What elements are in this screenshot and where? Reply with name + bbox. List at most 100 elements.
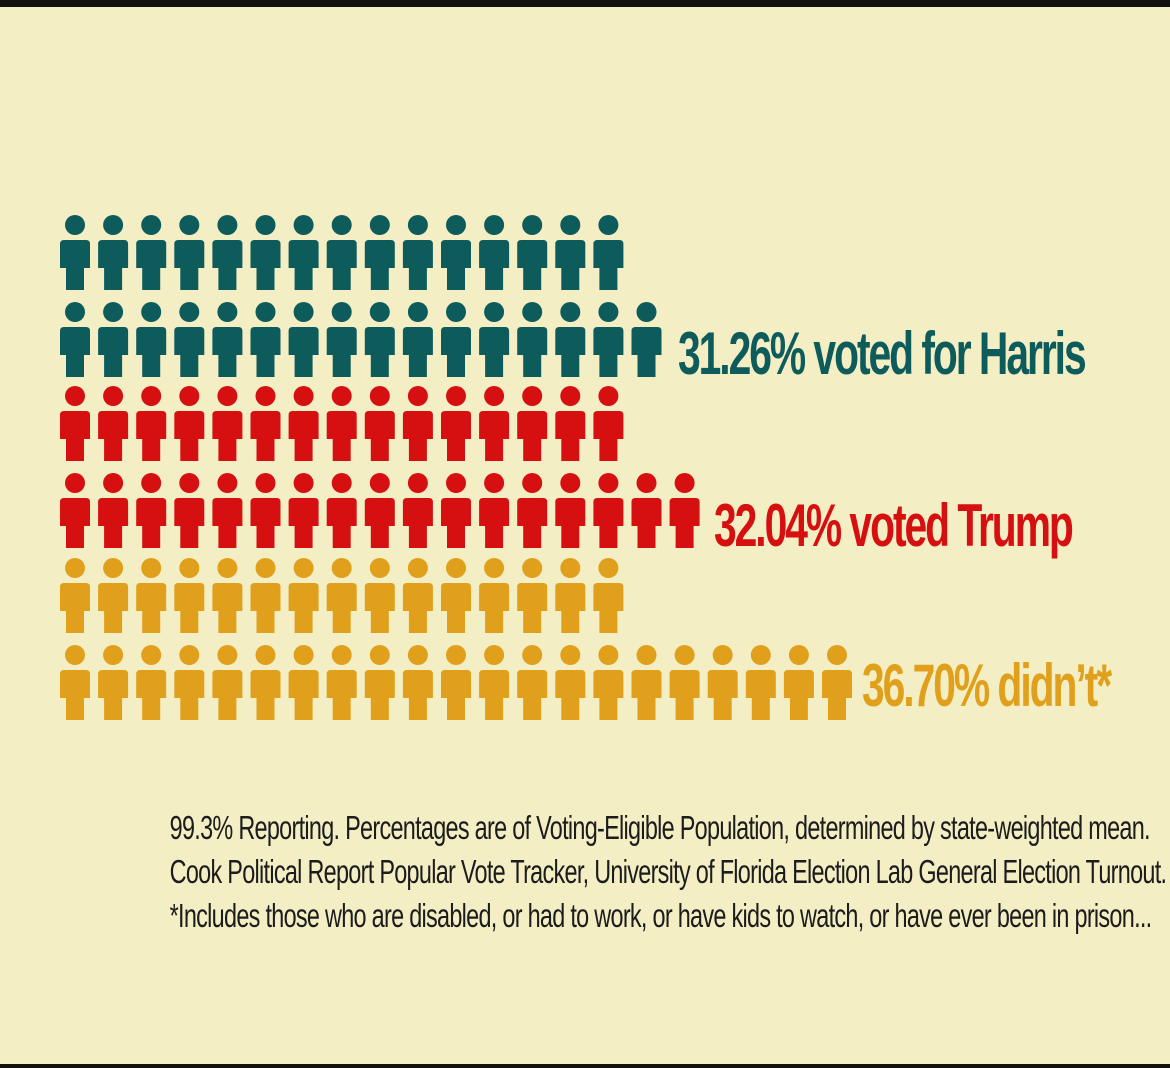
- person-icon: [555, 215, 586, 290]
- person-icon: [707, 645, 738, 720]
- person-icon: [136, 473, 167, 548]
- person-icon: [593, 386, 624, 461]
- person-icon: [479, 645, 510, 720]
- person-icon: [98, 558, 129, 633]
- person-icon: [174, 473, 205, 548]
- person-icon: [593, 645, 624, 720]
- person-icon: [326, 302, 357, 377]
- person-icon: [517, 302, 548, 377]
- person-icon: [364, 473, 395, 548]
- person-icon: [60, 558, 90, 633]
- person-icon: [98, 386, 129, 461]
- person-icon: [441, 558, 471, 633]
- person-icon: [364, 386, 395, 461]
- person-icon: [402, 473, 433, 548]
- person-icon: [441, 302, 471, 377]
- person-icon: [631, 473, 662, 548]
- person-icon: [250, 302, 281, 377]
- person-icon: [364, 302, 395, 377]
- person-icon: [288, 645, 319, 720]
- footnote-includes: *Includes those who are disabled, or had…: [169, 897, 1153, 934]
- person-icon: [364, 558, 395, 633]
- person-icon: [250, 386, 281, 461]
- person-icon: [250, 645, 281, 720]
- person-icon: [517, 473, 548, 548]
- person-icon: [174, 558, 205, 633]
- person-icon: [136, 558, 167, 633]
- person-icon: [631, 302, 662, 377]
- person-icon: [402, 645, 433, 720]
- bottom-border: [0, 1064, 1170, 1068]
- person-icon: [60, 473, 90, 548]
- person-icon: [364, 645, 395, 720]
- person-icon: [555, 473, 586, 548]
- person-icon: [174, 386, 205, 461]
- person-icon: [555, 302, 586, 377]
- person-icon: [822, 645, 852, 720]
- person-icon: [250, 558, 281, 633]
- person-icon: [288, 215, 319, 290]
- person-icon: [60, 302, 90, 377]
- person-icon: [174, 302, 205, 377]
- person-icon: [136, 645, 167, 720]
- person-icon: [441, 215, 471, 290]
- footnotes: 99.3% Reporting. Percentages are of Voti…: [0, 806, 1170, 938]
- person-icon: [555, 645, 586, 720]
- person-icon: [517, 215, 548, 290]
- person-icon: [326, 645, 357, 720]
- top-border: [0, 0, 1170, 7]
- person-icon: [98, 215, 129, 290]
- person-icon: [479, 558, 510, 633]
- person-icon: [98, 302, 129, 377]
- person-icon: [364, 215, 395, 290]
- person-icon: [441, 386, 471, 461]
- person-icon: [326, 386, 357, 461]
- footnote-sources: Cook Political Report Popular Vote Track…: [169, 853, 1167, 890]
- person-icon: [60, 215, 90, 290]
- person-icon: [783, 645, 814, 720]
- person-icon: [402, 215, 433, 290]
- person-icon: [479, 473, 510, 548]
- person-icon: [288, 473, 319, 548]
- person-icon: [212, 558, 243, 633]
- person-icon: [402, 558, 433, 633]
- person-icon: [136, 302, 167, 377]
- person-icon: [326, 558, 357, 633]
- legend-label-trump: 32.04% voted Trump: [714, 492, 1074, 559]
- legend-label-harris: 31.26% voted for Harris: [678, 320, 1087, 387]
- person-icon: [517, 558, 548, 633]
- person-icon: [593, 558, 624, 633]
- person-icon: [441, 473, 471, 548]
- legend-label-didnt: 36.70% didn’t*: [862, 652, 1112, 719]
- person-icon: [631, 645, 662, 720]
- person-icon: [479, 215, 510, 290]
- person-icon: [402, 386, 433, 461]
- person-icon: [669, 645, 700, 720]
- person-icon: [593, 215, 624, 290]
- person-icon: [593, 473, 624, 548]
- person-icon: [669, 473, 700, 548]
- person-icon: [212, 386, 243, 461]
- person-icon: [98, 645, 129, 720]
- person-icon: [174, 645, 205, 720]
- person-icon: [212, 302, 243, 377]
- person-icon: [174, 215, 205, 290]
- person-icon: [288, 386, 319, 461]
- person-icon: [212, 645, 243, 720]
- person-icon: [517, 645, 548, 720]
- footnote-reporting: 99.3% Reporting. Percentages are of Voti…: [169, 809, 1151, 846]
- person-icon: [250, 215, 281, 290]
- person-icon: [479, 302, 510, 377]
- person-icon: [212, 473, 243, 548]
- person-icon: [136, 386, 167, 461]
- person-icon: [593, 302, 624, 377]
- person-icon: [212, 215, 243, 290]
- person-icon: [745, 645, 776, 720]
- person-icon: [98, 473, 129, 548]
- person-icon: [326, 215, 357, 290]
- person-icon: [60, 386, 90, 461]
- person-icon: [288, 302, 319, 377]
- person-icon: [250, 473, 281, 548]
- person-icon: [479, 386, 510, 461]
